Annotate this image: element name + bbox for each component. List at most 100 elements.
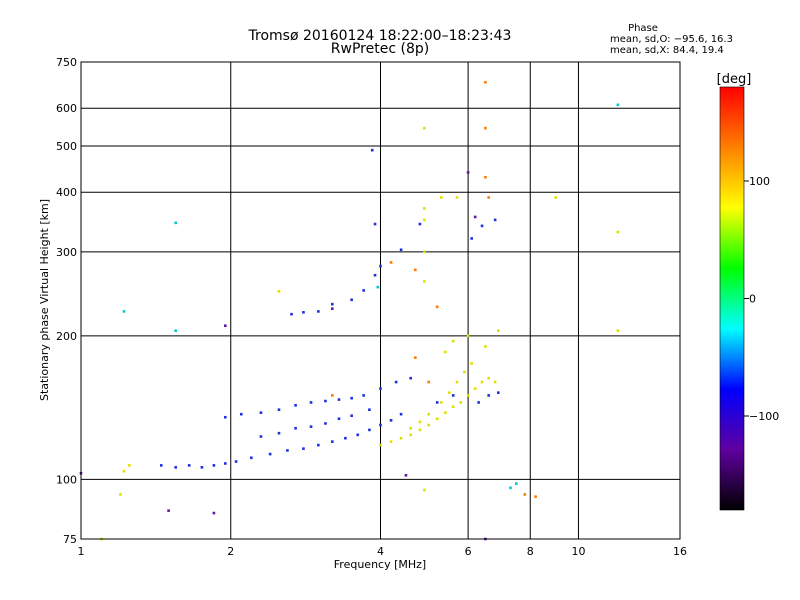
data-point — [435, 305, 439, 309]
colorbar-tick-label: 100 — [749, 175, 770, 188]
y-tick-label: 400 — [56, 186, 77, 199]
data-point — [409, 433, 412, 437]
data-point — [423, 207, 426, 210]
data-point — [259, 411, 263, 414]
data-point — [376, 285, 380, 289]
data-point — [418, 428, 422, 432]
data-point — [277, 408, 281, 412]
data-point — [290, 312, 293, 316]
data-point — [473, 387, 477, 390]
data-point — [414, 356, 417, 359]
data-point — [373, 222, 377, 226]
data-point — [350, 414, 353, 418]
data-point — [466, 334, 470, 338]
data-point — [239, 412, 243, 416]
data-point — [616, 329, 620, 332]
x-axis-label: Frequency [MHz] — [334, 558, 426, 571]
data-point — [484, 345, 487, 348]
phase-stats-title: Phase — [628, 23, 658, 34]
data-point — [362, 394, 365, 397]
data-point — [337, 417, 341, 421]
data-point — [487, 394, 490, 397]
phase-stats-o: mean, sd,O: −95.6, 16.3 — [610, 34, 733, 45]
data-point — [470, 362, 473, 365]
colorbar — [720, 87, 744, 510]
data-point — [223, 415, 227, 419]
data-point — [399, 412, 403, 416]
data-point — [174, 466, 177, 469]
y-tick-label: 75 — [63, 533, 77, 546]
data-point — [122, 310, 126, 313]
data-point — [451, 405, 455, 409]
data-point — [451, 394, 455, 397]
data-series — [330, 80, 537, 498]
data-point — [404, 474, 408, 477]
data-point — [324, 399, 327, 403]
chart-title: Tromsø 20160124 18:22:00–18:23:43 — [248, 28, 512, 44]
data-point — [480, 224, 484, 228]
data-point — [477, 401, 480, 404]
x-tick-label: 1 — [78, 545, 85, 558]
data-point — [119, 493, 122, 496]
data-point — [379, 423, 382, 427]
data-point — [496, 329, 500, 332]
data-point — [337, 398, 341, 401]
data-point — [370, 148, 374, 152]
data-point — [455, 380, 459, 384]
data-point — [250, 456, 253, 460]
data-point — [159, 464, 163, 467]
data-point — [484, 175, 487, 179]
data-point — [200, 466, 204, 469]
data-point — [389, 261, 393, 264]
data-point — [174, 329, 177, 332]
data-series — [159, 148, 500, 469]
data-point — [167, 509, 170, 512]
data-point — [496, 391, 500, 394]
data-point — [439, 401, 443, 404]
data-point — [212, 511, 216, 515]
x-tick-label: 4 — [377, 545, 384, 558]
data-series — [122, 103, 620, 490]
data-point — [350, 396, 353, 400]
data-point — [439, 196, 443, 199]
colorbar-label: [deg] — [717, 72, 752, 87]
data-point — [259, 435, 263, 438]
data-point — [379, 443, 382, 447]
data-point — [484, 126, 487, 130]
data-point — [444, 411, 447, 414]
data-point — [223, 324, 227, 328]
data-point — [451, 339, 455, 343]
y-tick-label: 750 — [56, 56, 77, 69]
data-point — [399, 248, 403, 252]
data-point — [534, 495, 537, 498]
data-point — [379, 387, 382, 390]
data-point — [330, 302, 334, 306]
data-point — [493, 380, 497, 384]
data-point — [427, 423, 431, 427]
data-point — [409, 376, 412, 380]
y-tick-label: 200 — [56, 330, 77, 343]
plot-frame — [80, 61, 681, 540]
x-tick-label: 6 — [465, 545, 472, 558]
data-point — [187, 464, 191, 467]
data-point — [234, 460, 238, 463]
data-point — [444, 350, 447, 354]
data-point — [356, 433, 360, 437]
data-point — [435, 417, 439, 421]
data-point — [350, 298, 353, 302]
data-point — [389, 419, 393, 422]
data-point — [414, 268, 417, 272]
data-point — [463, 370, 466, 374]
data-point — [286, 449, 289, 452]
data-point — [493, 218, 497, 222]
data-point — [330, 440, 334, 443]
y-tick-label: 100 — [56, 473, 77, 486]
colorbar-tick-label: 0 — [749, 293, 756, 306]
data-point — [616, 230, 620, 234]
data-point — [473, 215, 477, 219]
data-point — [423, 280, 426, 283]
data-point — [554, 196, 557, 199]
data-point — [324, 422, 327, 425]
